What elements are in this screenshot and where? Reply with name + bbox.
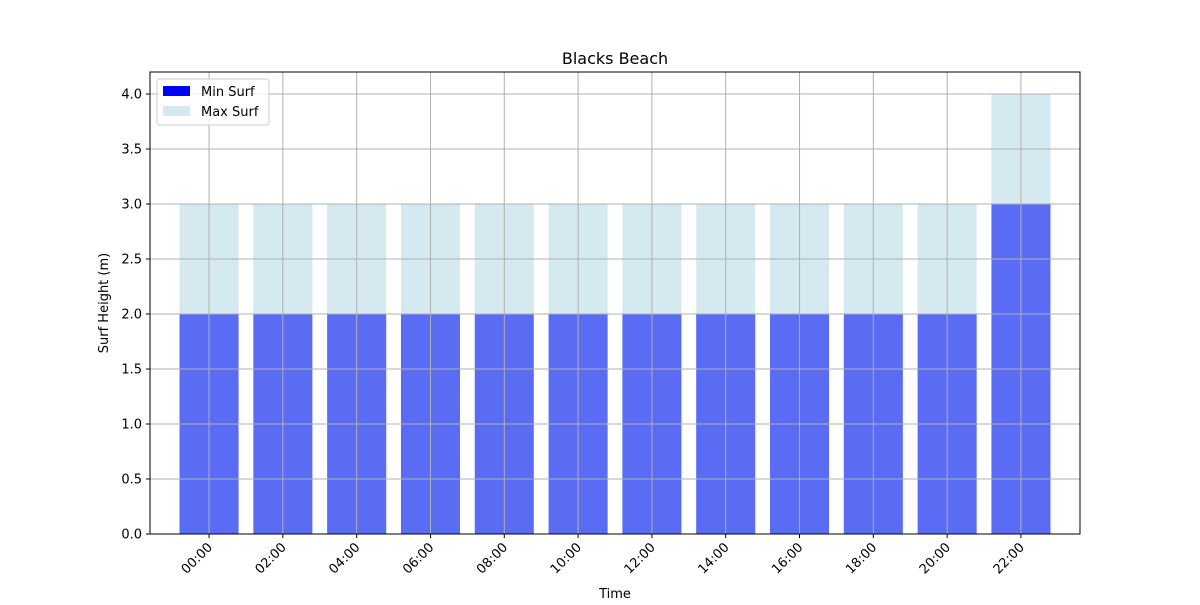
x-tick-label: 06:00: [400, 540, 437, 577]
y-tick-label: 0.0: [121, 528, 142, 543]
y-tick-label: 3.0: [121, 198, 142, 213]
x-tick-label: 18:00: [843, 540, 880, 577]
legend-swatch-max-surf: [163, 106, 190, 116]
legend: Min Surf Max Surf: [156, 78, 270, 126]
legend-label-min-surf: Min Surf: [201, 85, 255, 100]
chart-title: Blacks Beach: [562, 49, 668, 68]
x-tick-label: 12:00: [622, 540, 659, 577]
x-tick-label: 10:00: [548, 540, 585, 577]
y-axis-label: Surf Height (m): [97, 253, 112, 353]
x-tick-label: 14:00: [695, 540, 732, 577]
y-tick-label: 0.5: [121, 473, 142, 488]
y-tick-label: 2.0: [121, 308, 142, 323]
x-tick-label: 16:00: [769, 540, 806, 577]
legend-swatch-min-surf: [163, 86, 190, 96]
x-tick-label: 20:00: [917, 540, 954, 577]
x-tick-label: 04:00: [326, 540, 363, 577]
y-tick-label: 1.5: [121, 363, 142, 378]
y-tick-label: 3.5: [121, 143, 142, 158]
x-tick-label: 00:00: [179, 540, 216, 577]
x-axis-label: Time: [598, 587, 631, 600]
y-tick-label: 4.0: [121, 88, 142, 103]
x-tick-label: 02:00: [253, 540, 290, 577]
x-tick-label: 08:00: [474, 540, 511, 577]
y-tick-label: 2.5: [121, 253, 142, 268]
x-tick-label: 22:00: [991, 540, 1028, 577]
legend-label-max-surf: Max Surf: [201, 105, 259, 120]
plot-frame: [149, 71, 1081, 535]
y-tick-label: 1.0: [121, 418, 142, 433]
